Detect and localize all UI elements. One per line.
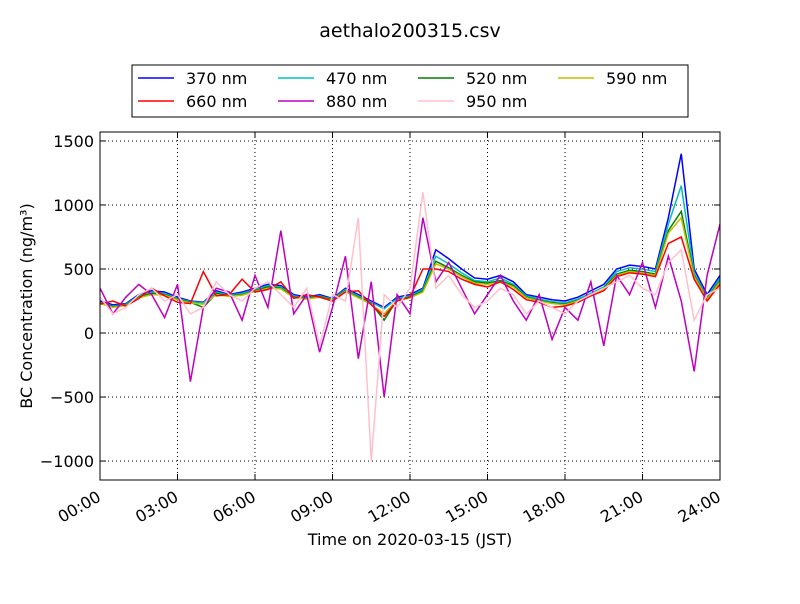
plot-frame	[99, 131, 721, 481]
x-tick-label: 12:00	[365, 487, 414, 527]
legend-label: 880 nm	[326, 92, 387, 111]
series-line	[100, 192, 720, 462]
y-axis-label: BC Concentration (ng/m³)	[17, 203, 36, 408]
legend-label: 370 nm	[186, 69, 247, 88]
y-tick-label: 0	[84, 324, 94, 343]
x-axis-label: Time on 2020-03-15 (JST)	[307, 530, 512, 549]
x-tick-label: 09:00	[287, 487, 336, 527]
legend-label: 590 nm	[606, 69, 667, 88]
y-tick-label: −1000	[40, 452, 94, 471]
y-tick-label: 1000	[53, 196, 94, 215]
legend-label: 470 nm	[326, 69, 387, 88]
y-tick-label: −500	[50, 388, 94, 407]
x-tick-label: 18:00	[520, 487, 569, 527]
legend-label: 520 nm	[466, 69, 527, 88]
legend-box	[131, 64, 689, 118]
y-tick-label: 500	[63, 260, 94, 279]
x-tick-label: 15:00	[442, 487, 491, 527]
x-tick-label: 06:00	[210, 487, 259, 527]
chart-title: aethalo200315.csv	[319, 20, 501, 42]
legend-label: 950 nm	[466, 92, 527, 111]
x-tick-label: 00:00	[55, 487, 104, 527]
x-tick-label: 24:00	[675, 487, 724, 527]
x-tick-label: 03:00	[132, 487, 181, 527]
y-tick-label: 1500	[53, 132, 94, 151]
legend-label: 660 nm	[186, 92, 247, 111]
x-tick-label: 21:00	[597, 487, 646, 527]
